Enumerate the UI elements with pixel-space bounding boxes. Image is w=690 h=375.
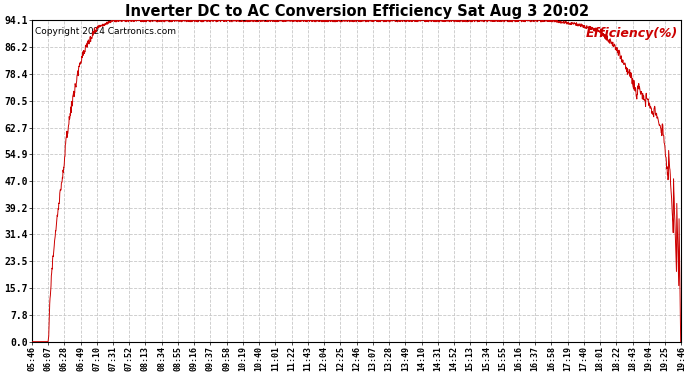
Text: Copyright 2024 Cartronics.com: Copyright 2024 Cartronics.com [35,27,176,36]
Text: Efficiency(%): Efficiency(%) [586,27,678,40]
Title: Inverter DC to AC Conversion Efficiency Sat Aug 3 20:02: Inverter DC to AC Conversion Efficiency … [124,4,589,19]
